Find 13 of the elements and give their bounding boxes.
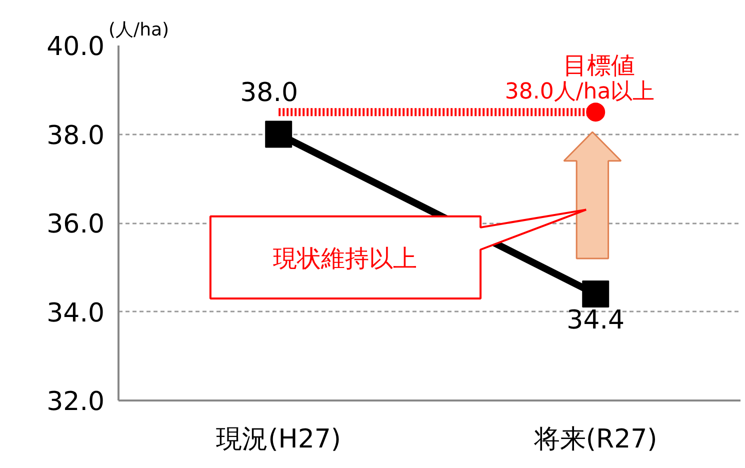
x-tick-label: 現況(H27): [216, 424, 342, 454]
y-tick-label: 34.0: [46, 298, 104, 328]
y-tick-label: 36.0: [46, 210, 104, 240]
x-tick-label: 将来(R27): [532, 424, 658, 454]
data-label: 34.4: [566, 306, 625, 336]
y-tick-label: 38.0: [46, 120, 104, 151]
data-label: 38.0: [240, 78, 298, 108]
y-axis-title: (人/ha): [108, 20, 170, 40]
annotation: 現状維持以上: [273, 244, 418, 272]
annotation: 38.0人/ha以上: [504, 80, 655, 105]
y-tick-label: 40.0: [46, 32, 104, 62]
y-tick-label: 32.0: [46, 387, 104, 417]
annotation: 目標値: [562, 51, 635, 80]
